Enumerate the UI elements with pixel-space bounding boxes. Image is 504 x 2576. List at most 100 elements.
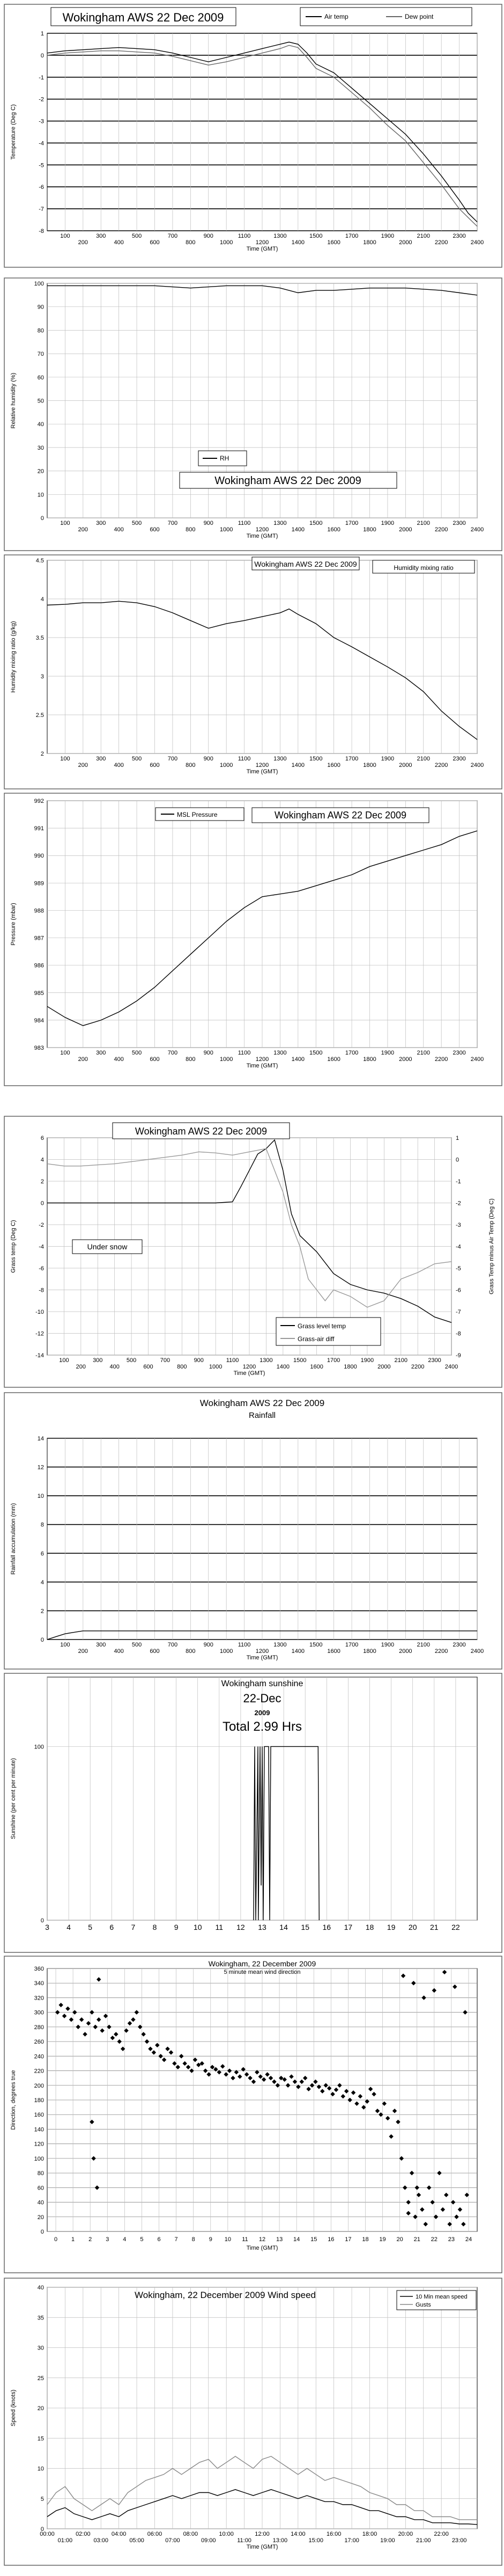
- title-box: [251, 557, 360, 570]
- x-tick-label: 100: [60, 520, 70, 526]
- y-right-tick-label: -4: [456, 1244, 461, 1250]
- x-tick-label: 600: [150, 526, 159, 533]
- data-point: [213, 2067, 218, 2072]
- legend-label: RH: [220, 455, 229, 462]
- x-tick-label: 8: [153, 1923, 157, 1931]
- x-tick-label: 200: [78, 526, 88, 533]
- y-tick-label: 80: [38, 2170, 44, 2177]
- y-tick-label: 3.5: [36, 635, 44, 641]
- x-axis-label: Time (GMT): [247, 769, 278, 775]
- title-box: [50, 7, 236, 26]
- x-tick-label: 1600: [327, 526, 340, 533]
- data-point: [453, 1984, 457, 1989]
- x-tick-label: 2100: [417, 1642, 430, 1648]
- y-tick-label: 60: [38, 375, 44, 381]
- data-point: [255, 2070, 260, 2075]
- data-point: [244, 2072, 249, 2077]
- data-point: [333, 2087, 339, 2092]
- y-tick-label: 990: [34, 853, 44, 859]
- x-tick-label: 1300: [273, 233, 286, 239]
- x-tick-label: 1200: [243, 1364, 256, 1370]
- data-point: [172, 2061, 177, 2066]
- x-tick-label: 23: [448, 2236, 455, 2243]
- data-point: [375, 2109, 380, 2113]
- x-tick-label: 2100: [417, 520, 430, 526]
- data-point: [464, 2192, 469, 2198]
- x-tick-label: 800: [186, 1648, 195, 1655]
- y-tick-label: -6: [39, 184, 44, 191]
- data-point: [251, 2079, 256, 2084]
- x-tick-label: 200: [76, 1364, 86, 1370]
- x-tick-label: 2300: [453, 1050, 465, 1056]
- series-line: [47, 2489, 478, 2525]
- data-point: [379, 2112, 383, 2117]
- title-box: [179, 472, 397, 489]
- data-point: [203, 2068, 208, 2073]
- data-point: [141, 2032, 146, 2037]
- series-line: [47, 1148, 452, 1308]
- y-tick-label: -6: [39, 1265, 44, 1272]
- y-tick-label: 260: [34, 2039, 44, 2045]
- x-tick-label: 500: [132, 1642, 142, 1648]
- y-axis-label: Grass temp (Deg C): [10, 1220, 17, 1272]
- y-tick-label: 992: [34, 798, 44, 804]
- x-tick-label: 1600: [327, 762, 340, 769]
- y-right-tick-label: -2: [456, 1201, 461, 1207]
- x-tick-label: 20: [409, 1923, 417, 1931]
- data-point: [268, 2075, 273, 2081]
- x-tick-label: 2000: [399, 762, 412, 769]
- x-tick-label: 08:00: [183, 2531, 198, 2537]
- data-point: [306, 2087, 311, 2091]
- data-point: [302, 2075, 308, 2081]
- y-tick-label: 35: [38, 2315, 44, 2321]
- x-tick-label: 21:00: [416, 2537, 431, 2544]
- y-right-tick-label: -3: [456, 1222, 461, 1228]
- x-tick-label: 300: [96, 756, 106, 762]
- x-tick-label: 6: [109, 1923, 114, 1931]
- x-axis-label: Time (GMT): [247, 2544, 278, 2550]
- data-point: [258, 2074, 263, 2079]
- data-point: [433, 2214, 439, 2220]
- x-tick-label: 1900: [381, 520, 394, 526]
- chart-wdir: 3603403203002802602402202001801601401201…: [4, 1956, 502, 2273]
- data-point: [454, 2214, 459, 2220]
- x-tick-label: 1500: [309, 233, 322, 239]
- x-tick-label: 2000: [399, 526, 412, 533]
- x-tick-label: 1000: [220, 1056, 233, 1063]
- x-tick-label: 100: [60, 1642, 70, 1648]
- y-tick-label: 2: [41, 1179, 44, 1185]
- data-point: [279, 2075, 284, 2081]
- data-point: [220, 2064, 225, 2069]
- chart-rh: 1009080706050403020100100200300400500600…: [4, 277, 502, 551]
- x-tick-label: 0: [54, 2236, 57, 2243]
- x-tick-label: 600: [150, 1056, 159, 1063]
- x-tick-label: 21: [430, 1923, 439, 1931]
- y-tick-label: 160: [34, 2112, 44, 2118]
- y-axis-label: Pressure (mbar): [10, 903, 17, 945]
- legend-label: Dew point: [405, 13, 434, 20]
- y-tick-label: 989: [34, 880, 44, 887]
- data-point: [137, 2024, 143, 2030]
- y-axis-label: Humidity mixing ratio (g/kg): [10, 621, 17, 692]
- x-tick-label: 800: [186, 526, 195, 533]
- x-tick-label: 1200: [256, 1056, 269, 1063]
- y-axis-label: Temperature (Deg C): [10, 104, 17, 159]
- x-tick-label: 18:00: [362, 2531, 377, 2537]
- x-tick-label: 500: [132, 520, 142, 526]
- x-tick-label: 1700: [345, 520, 358, 526]
- legend-box: [372, 560, 475, 574]
- data-point: [444, 2192, 449, 2198]
- x-axis-label: Time (GMT): [247, 246, 278, 252]
- x-tick-label: 12: [236, 1923, 245, 1931]
- chart-rain: 14 12 10 8 6 4 2 0 100 200 300 400 500 600 700 800 900 10…: [4, 1392, 502, 1670]
- x-tick-label: 1400: [292, 239, 305, 246]
- x-tick-label: 2200: [435, 239, 448, 246]
- data-point: [351, 2090, 356, 2095]
- x-tick-label: 16:00: [327, 2531, 342, 2537]
- y-axis-label: Relative humidity (%): [10, 373, 17, 429]
- data-point: [347, 2097, 352, 2103]
- x-tick-label: 13: [276, 2236, 283, 2243]
- x-tick-label: 10: [225, 2236, 231, 2243]
- y-right-tick-label: 1: [456, 1135, 459, 1141]
